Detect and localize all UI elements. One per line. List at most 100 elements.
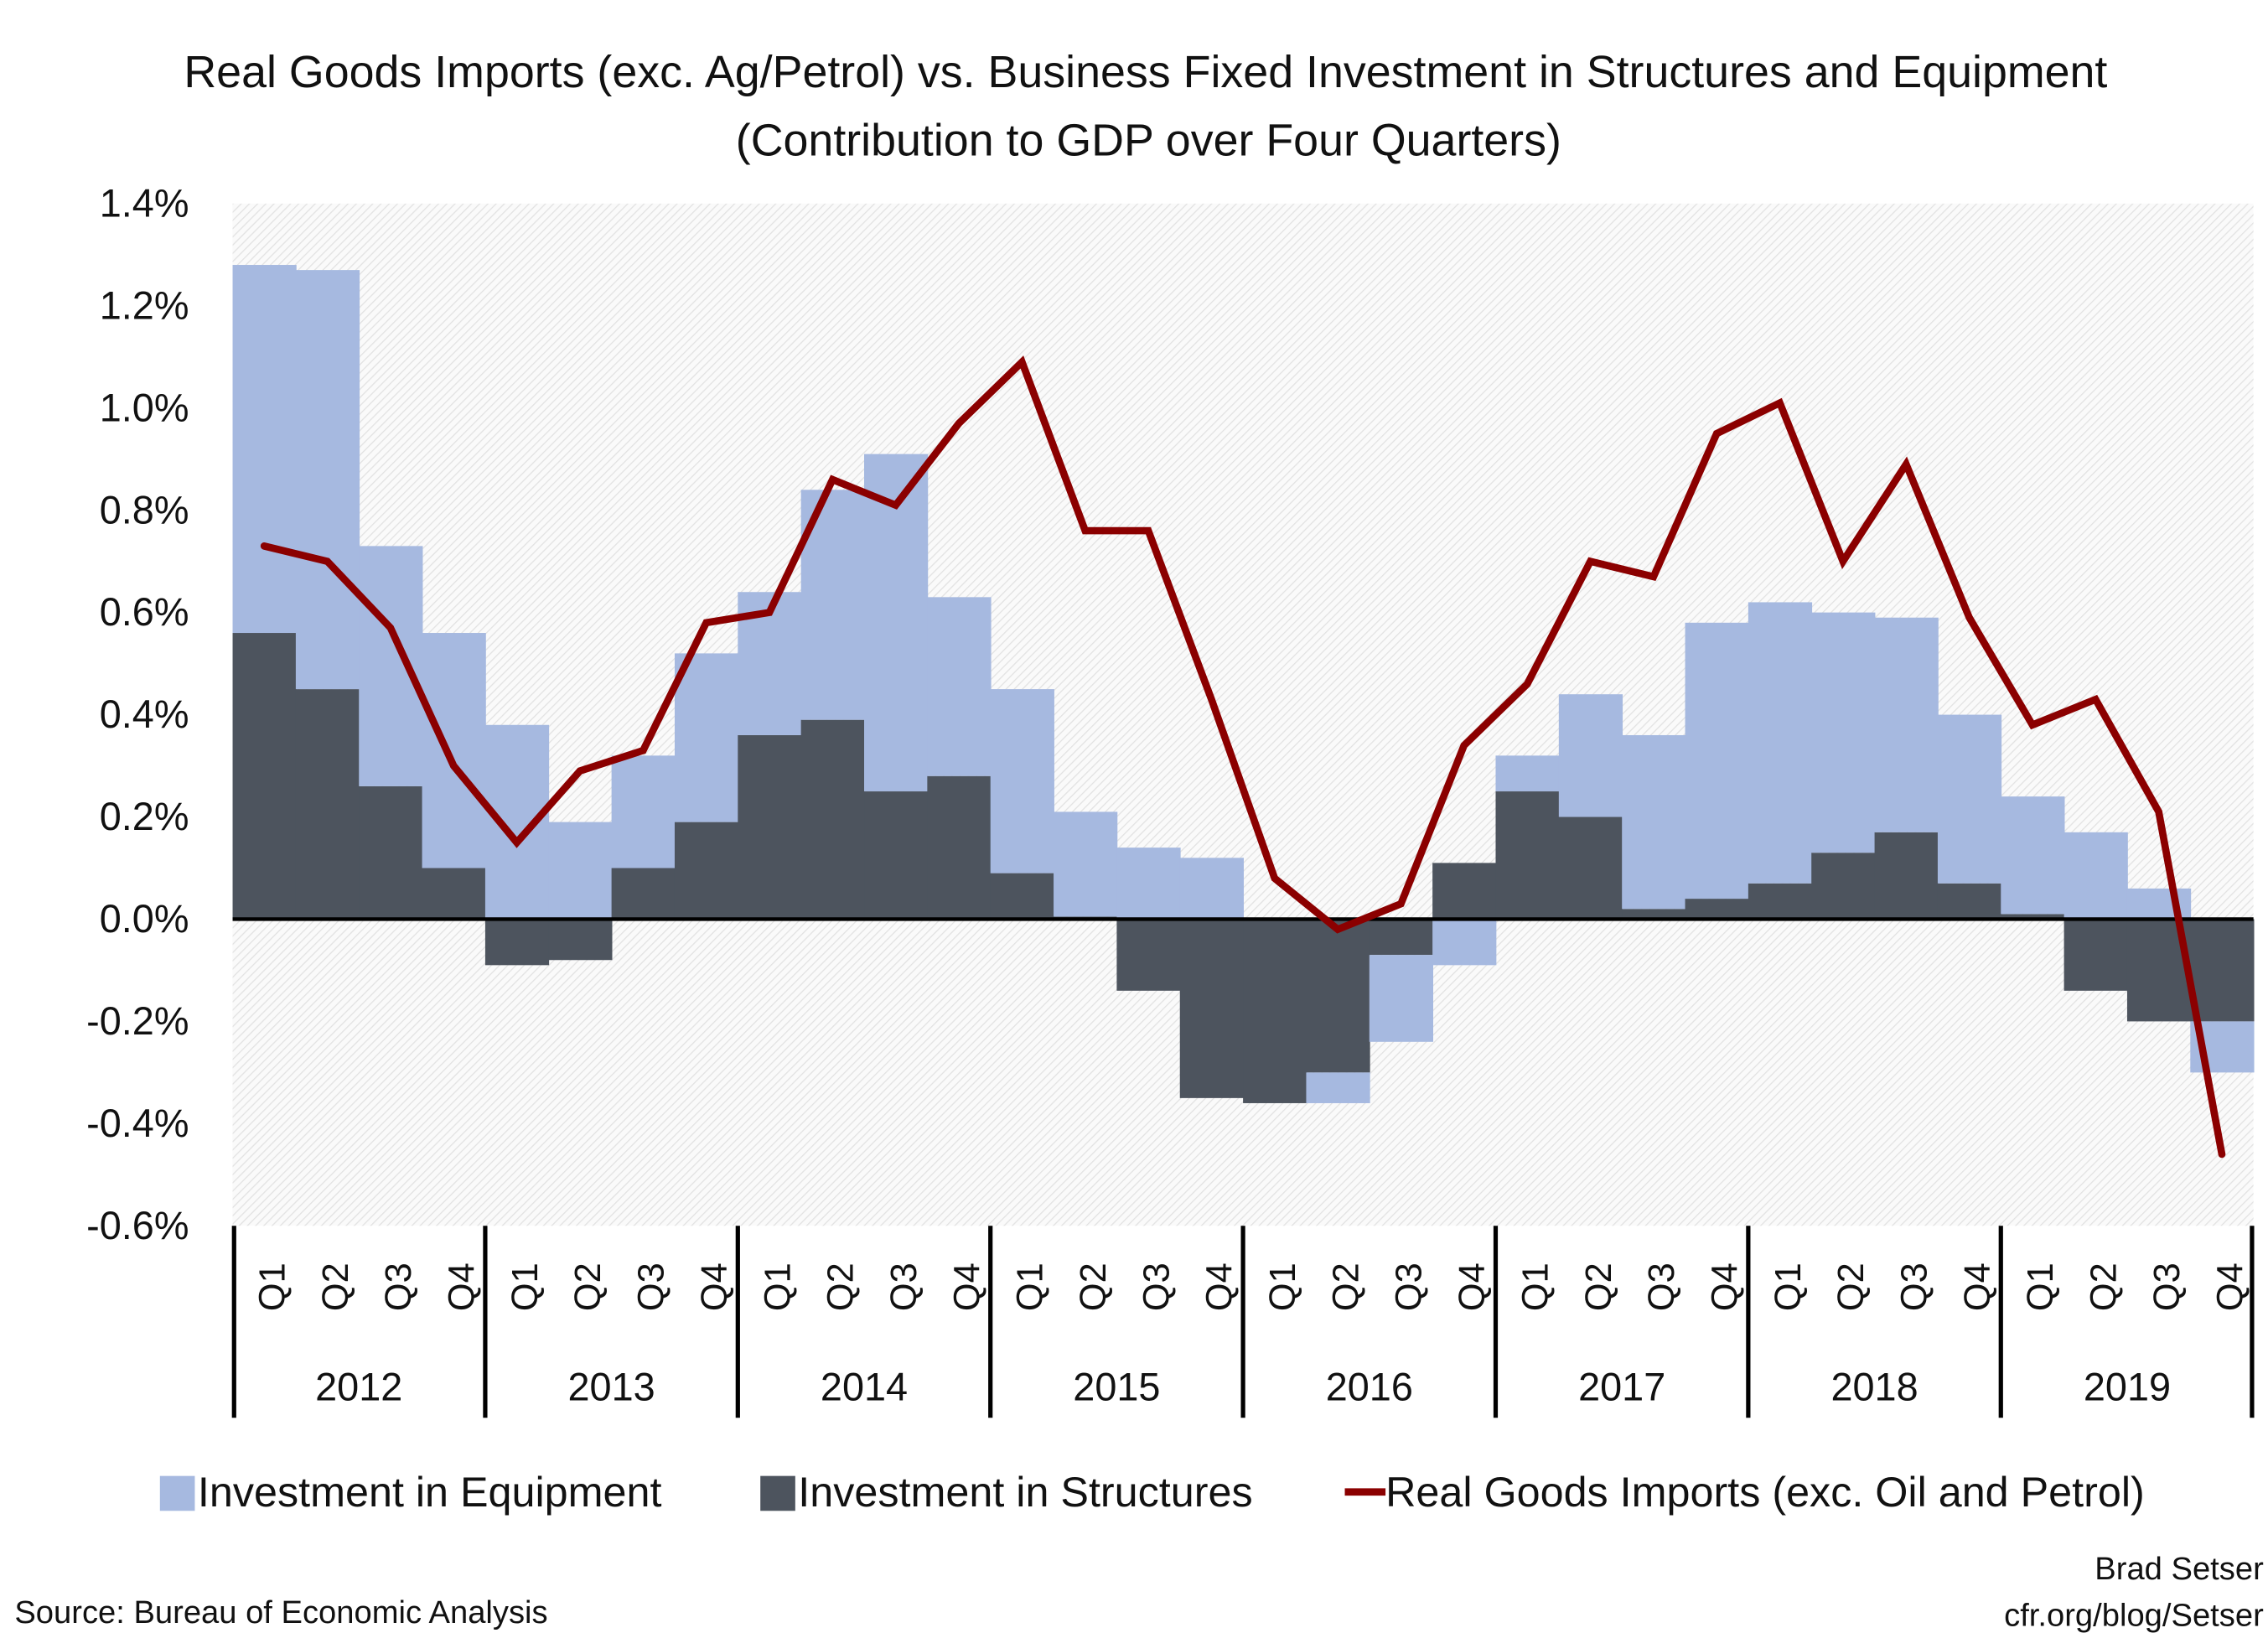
year-label: 2019 [2084, 1365, 2171, 1408]
bar-structures [927, 775, 992, 920]
bar-structures [1685, 899, 1749, 920]
line-layer [260, 355, 2226, 1159]
bar-structures [1432, 863, 1497, 920]
quarter-label: Q2 [821, 1262, 862, 1311]
legend-label-equipment: Investment in Equipment [198, 1468, 662, 1516]
quarter-label: Q3 [2147, 1262, 2188, 1311]
quarter-label: Q1 [1011, 1262, 1051, 1311]
bar-equipment [611, 755, 676, 868]
y-tick-label: 1.4% [100, 181, 189, 225]
legend-swatch-equipment [159, 1475, 195, 1511]
bar-structures [1243, 919, 1307, 1103]
line-imports [260, 355, 2226, 1159]
bar-equipment [2001, 796, 2065, 915]
bar-structures [359, 785, 423, 920]
bar-structures [2190, 919, 2255, 1022]
quarter-label: Q4 [1705, 1262, 1745, 1311]
bar-equipment [2063, 832, 2128, 920]
bar-equipment [864, 454, 929, 792]
quarter-label: Q1 [2021, 1262, 2061, 1311]
bar-structures [1748, 883, 1813, 920]
bar-equipment [1369, 955, 1434, 1042]
quarter-label: Q3 [1137, 1262, 1177, 1311]
quarter-label: Q4 [2210, 1262, 2250, 1311]
bar-structures [1937, 883, 2002, 920]
year-label: 2018 [1830, 1365, 1918, 1408]
bar-equipment [674, 653, 739, 822]
quarter-label: Q3 [632, 1262, 672, 1311]
bar-equipment [1558, 694, 1623, 817]
y-tick-label: -0.6% [86, 1204, 189, 1247]
quarter-label: Q3 [1390, 1262, 1430, 1311]
bar-equipment [1685, 622, 1749, 899]
quarter-label: Q1 [1515, 1262, 1556, 1311]
year-label: 2016 [1326, 1365, 1413, 1408]
legend-label-structures: Investment in Structures [798, 1468, 1252, 1516]
quarter-label: Q2 [1831, 1262, 1872, 1311]
year-label: 2013 [568, 1365, 655, 1408]
bar-equipment [1811, 612, 1876, 853]
bar-structures [2001, 914, 2065, 920]
bar-equipment [1495, 755, 1560, 792]
quarter-label: Q2 [1326, 1262, 1366, 1311]
bar-equipment [1116, 848, 1181, 920]
quarter-label: Q4 [1452, 1262, 1493, 1311]
quarter-label: Q3 [379, 1262, 419, 1311]
quarter-label: Q2 [568, 1262, 608, 1311]
bar-structures [738, 734, 802, 920]
bar-equipment [1937, 714, 2002, 884]
bar-equipment [232, 265, 297, 634]
bar-structures [611, 868, 676, 920]
bar-structures [1811, 853, 1876, 920]
quarter-label: Q4 [947, 1262, 987, 1311]
quarter-label: Q3 [884, 1262, 924, 1311]
quarter-label: Q2 [2084, 1262, 2125, 1311]
bar-structures [1874, 832, 1939, 920]
y-tick-label: -0.2% [86, 999, 189, 1043]
y-tick-label: 0.8% [100, 488, 189, 531]
y-tick-label: 0.2% [100, 795, 189, 838]
source-note: Source: Bureau of Economic Analysis [14, 1594, 547, 1630]
bar-equipment [1874, 617, 1939, 832]
bar-equipment [1432, 919, 1497, 966]
bar-equipment [1054, 811, 1118, 917]
bar-structures [990, 873, 1054, 920]
bar-equipment [359, 546, 423, 786]
bar-equipment [1748, 602, 1813, 884]
y-tick-label: 1.2% [100, 283, 189, 327]
y-tick-label: 0.6% [100, 590, 189, 634]
quarter-label: Q1 [252, 1262, 293, 1311]
bar-structures [1179, 919, 1244, 1098]
bar-equipment [1179, 858, 1244, 920]
bar-structures [1369, 919, 1434, 956]
quarter-label: Q1 [505, 1262, 546, 1311]
bar-structures [232, 633, 297, 920]
quarter-label: Q2 [1579, 1262, 1619, 1311]
quarter-label: Q1 [1768, 1262, 1809, 1311]
legend-label-imports: Real Goods Imports (exc. Oil and Petrol) [1385, 1468, 2145, 1516]
quarter-label: Q4 [695, 1262, 735, 1311]
quarter-label: Q3 [1642, 1262, 1682, 1311]
bar-structures [295, 689, 360, 920]
bar-equipment [1622, 734, 1686, 910]
year-label: 2012 [315, 1365, 402, 1408]
bar-equipment [1306, 1072, 1370, 1103]
bar-equipment [927, 597, 992, 776]
bar-equipment [990, 689, 1054, 874]
bar-structures [1558, 816, 1623, 920]
author-credit: Brad Setser [2095, 1551, 2264, 1587]
bar-structures [1495, 791, 1560, 920]
bar-structures [2063, 919, 2128, 991]
axes-layer: 1.4% 1.2% 1.0% 0.8% 0.6% 0.4% 0.2% 0.0% -0.2% -0.… [86, 181, 2255, 1418]
bar-structures [422, 868, 486, 920]
year-label: 2014 [821, 1365, 908, 1408]
quarter-label: Q4 [1958, 1262, 1998, 1311]
bar-structures [800, 719, 865, 920]
legend-swatch-structures [760, 1475, 795, 1511]
year-label: 2015 [1073, 1365, 1160, 1408]
quarter-label: Q1 [758, 1262, 798, 1311]
y-tick-label: 0.0% [100, 897, 189, 941]
y-tick-label: 0.4% [100, 692, 189, 736]
chart-subtitle: (Contribution to GDP over Four Quarters) [736, 116, 1561, 166]
bar-structures [548, 919, 613, 961]
